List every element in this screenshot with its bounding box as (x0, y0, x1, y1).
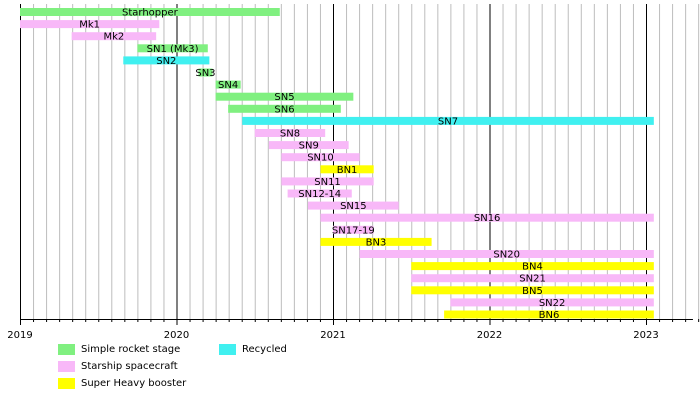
bar-sn17-19 (333, 225, 374, 234)
bar-label: SN6 (274, 104, 294, 115)
x-tick-label: 2020 (164, 330, 189, 341)
bar-label: SN4 (218, 80, 238, 91)
bar-label: Starhopper (122, 8, 179, 19)
bar-bn3 (320, 237, 432, 246)
bar-label: BN5 (522, 286, 543, 297)
bar-sn9 (268, 141, 349, 150)
bar-mk1 (20, 20, 160, 29)
bar-sn12-14 (287, 189, 352, 198)
bar-sn2 (123, 56, 210, 65)
bar-label: SN10 (307, 153, 334, 164)
grid-layer (20, 4, 700, 319)
bar-bn6 (444, 310, 654, 319)
x-tick-label: 2023 (633, 330, 658, 341)
bar-sn20 (359, 250, 654, 258)
x-tick-label: 2019 (7, 330, 32, 341)
bar-label: SN17-19 (332, 225, 375, 236)
x-tick-label: 2022 (477, 330, 502, 341)
bar-sn11 (281, 177, 374, 186)
bar-label: SN15 (340, 201, 367, 212)
bar-label: SN9 (299, 141, 319, 152)
bar-sn22 (450, 298, 654, 307)
x-axis: 2019 2020 2021 2022 2023 (7, 319, 700, 341)
bar-label: SN12-14 (298, 189, 341, 200)
bar-label: SN11 (314, 177, 341, 188)
bar-label: SN2 (156, 56, 176, 67)
bar-label: SN7 (438, 116, 458, 127)
bar-sn7 (242, 116, 654, 125)
bar-label: BN6 (539, 310, 560, 321)
bar-label: Mk2 (104, 32, 125, 43)
bar-sn1-mk3- (137, 44, 208, 53)
x-tick-label: 2021 (320, 330, 345, 341)
bar-sn4 (215, 80, 241, 89)
bar-label: SN3 (195, 68, 215, 79)
bar-label: SN1 (Mk3) (147, 44, 199, 55)
bar-label: BN1 (337, 165, 358, 176)
bar-bn4 (411, 262, 654, 271)
bar-sn5 (215, 92, 354, 101)
bar-sn16 (320, 213, 654, 222)
bar-label: Mk1 (79, 20, 100, 31)
bar-mk2 (71, 32, 157, 41)
bar-sn15 (307, 201, 399, 210)
bar-label: SN22 (539, 298, 566, 309)
bar-sn3 (198, 68, 213, 77)
bar-label: SN20 (493, 250, 520, 261)
bar-sn10 (281, 153, 360, 162)
bar-label: SN16 (474, 213, 501, 224)
bar-label: SN21 (519, 274, 546, 285)
bar-label: SN8 (280, 129, 300, 140)
bar-label: SN5 (274, 92, 294, 103)
bar-sn6 (228, 104, 341, 113)
bar-bn1 (320, 165, 374, 174)
bar-sn21 (411, 274, 654, 283)
bar-sn8 (254, 129, 326, 137)
bar-label: BN3 (366, 237, 387, 248)
bar-label: BN4 (522, 262, 543, 273)
bar-bn5 (411, 286, 654, 295)
bar-starhopper (20, 8, 280, 16)
